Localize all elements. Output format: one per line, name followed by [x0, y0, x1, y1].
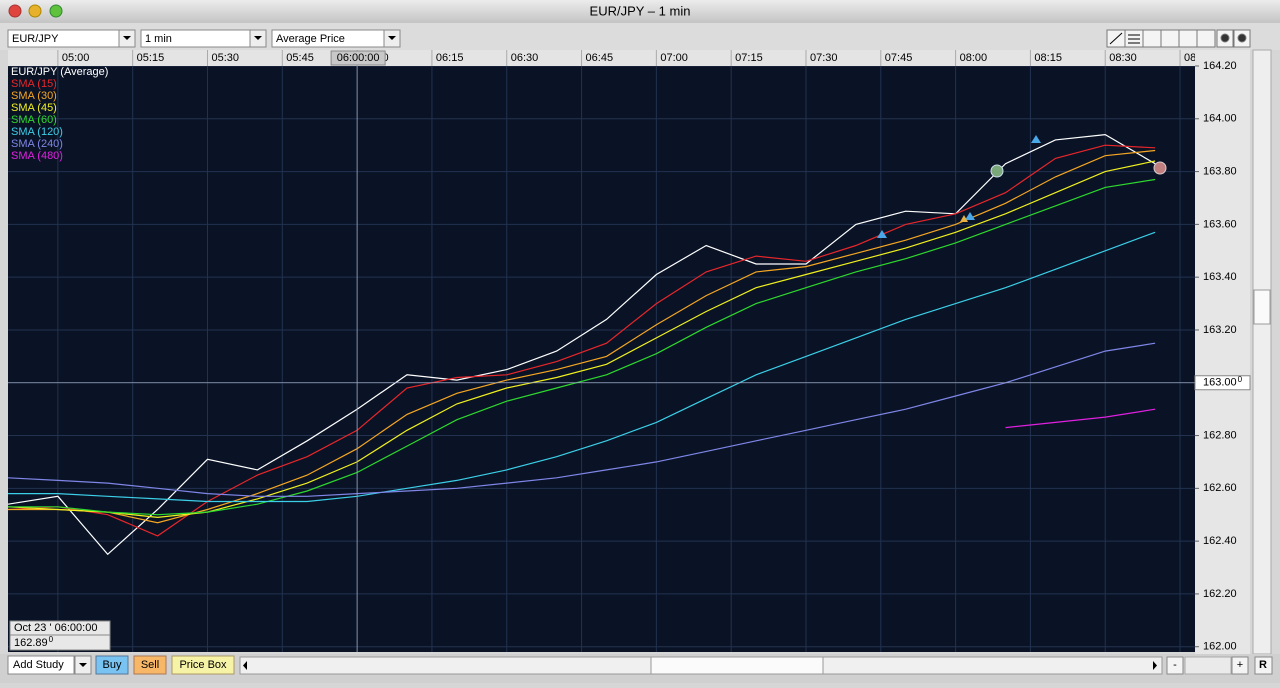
- readout-digit: 0: [49, 635, 54, 644]
- crosshair-time-box: [330, 50, 386, 66]
- symbol-dropdown[interactable]: [7, 29, 136, 48]
- crosshair-time-label: 06:00:00: [337, 52, 380, 64]
- scroll-thumb[interactable]: [1253, 289, 1271, 325]
- x-tick-label: 06:45: [586, 52, 614, 64]
- interval-text: 1 min: [145, 33, 172, 45]
- zoom-in-text: +: [1237, 659, 1243, 671]
- price-type-text: Average Price: [276, 33, 345, 45]
- y-tick-label: 163.80: [1203, 165, 1237, 177]
- x-tick-label: 08:30: [1109, 52, 1137, 64]
- legend-entry: SMA (120): [11, 126, 63, 138]
- window-title: EUR/JPY – 1 min: [590, 3, 691, 18]
- readout-price: 162.89: [14, 637, 48, 649]
- legend-entry: SMA (480): [11, 150, 63, 162]
- close-button[interactable]: [8, 4, 22, 18]
- sell-button[interactable]: [133, 655, 167, 675]
- price-box-button[interactable]: [171, 655, 235, 675]
- crosshair-price-box: [1194, 375, 1251, 391]
- x-tick-label: 08:00: [960, 52, 988, 64]
- x-tick-label: 08:45: [1184, 52, 1212, 64]
- plot-area: [8, 66, 1195, 652]
- y-tick-label: 162.40: [1203, 535, 1237, 547]
- y-tick-label: 162.20: [1203, 588, 1237, 600]
- x-tick-label: 07:00: [660, 52, 688, 64]
- crosshair-price-digit: 0: [1238, 375, 1243, 384]
- zoom-in-button[interactable]: [1231, 656, 1249, 675]
- horizontal-scrollbar[interactable]: [239, 656, 1163, 675]
- x-tick-label: 05:30: [211, 52, 239, 64]
- legend-entry: EUR/JPY (Average): [11, 66, 108, 78]
- x-tick-label: 08:15: [1034, 52, 1062, 64]
- add-study-button[interactable]: [7, 655, 92, 675]
- series-line: [8, 144, 1156, 537]
- legend-entry: SMA (240): [11, 138, 63, 150]
- reset-button[interactable]: [1254, 656, 1273, 675]
- legend-entry: SMA (45): [11, 102, 57, 114]
- symbol-text: EUR/JPY: [12, 33, 59, 45]
- interval-dropdown[interactable]: [140, 29, 267, 48]
- price-axis: [1195, 50, 1250, 654]
- x-tick-label: 06:15: [436, 52, 464, 64]
- x-tick-label: 07:45: [885, 52, 913, 64]
- readout-date: Oct 23 ' 06:00:00: [14, 622, 97, 634]
- vertical-scrollbar[interactable]: [1252, 49, 1272, 655]
- series-line: [8, 133, 1156, 556]
- y-tick-label: 163.60: [1203, 218, 1237, 230]
- title-bar: [0, 0, 1280, 23]
- trade-markers: [877, 135, 1167, 238]
- x-tick-label: 05:45: [286, 52, 314, 64]
- series-line: [8, 231, 1156, 503]
- y-tick-label: 164.00: [1203, 113, 1237, 125]
- x-tick-label: 05:15: [137, 52, 165, 64]
- y-tick-label: 162.60: [1203, 482, 1237, 494]
- zoom-slider[interactable]: [1184, 656, 1232, 675]
- y-tick-label: 164.20: [1203, 60, 1237, 72]
- legend-entry: SMA (30): [11, 90, 57, 102]
- drawing-tools[interactable]: [1106, 29, 1251, 48]
- buy-text: Buy: [103, 659, 122, 671]
- add-study-text: Add Study: [13, 659, 64, 671]
- y-tick-label: 162.00: [1203, 641, 1237, 653]
- x-tick-label: 07:15: [735, 52, 763, 64]
- zoom-out-text: -: [1173, 659, 1177, 671]
- y-tick-label: 162.80: [1203, 429, 1237, 441]
- x-tick-label: 06:30: [511, 52, 539, 64]
- y-tick-label: 163.20: [1203, 324, 1237, 336]
- y-tick-label: 163.40: [1203, 271, 1237, 283]
- series-line: [1005, 408, 1156, 429]
- series-line: [8, 342, 1156, 497]
- price-box-text: Price Box: [179, 659, 227, 671]
- crosshair-price-label: 163.00: [1203, 377, 1237, 389]
- x-tick-label: 07:30: [810, 52, 838, 64]
- buy-button[interactable]: [95, 655, 129, 675]
- sell-text: Sell: [141, 659, 159, 671]
- price-type-dropdown[interactable]: [271, 29, 401, 48]
- minimize-button[interactable]: [28, 4, 42, 18]
- reset-text: R: [1259, 659, 1267, 671]
- legend-entry: SMA (15): [11, 78, 57, 90]
- x-tick-label: 05:00: [62, 52, 90, 64]
- time-axis: [8, 50, 1195, 66]
- series-line: [8, 178, 1156, 516]
- zoom-button[interactable]: [49, 4, 63, 18]
- zoom-out-button[interactable]: [1166, 656, 1184, 675]
- legend-entry: SMA (60): [11, 114, 57, 126]
